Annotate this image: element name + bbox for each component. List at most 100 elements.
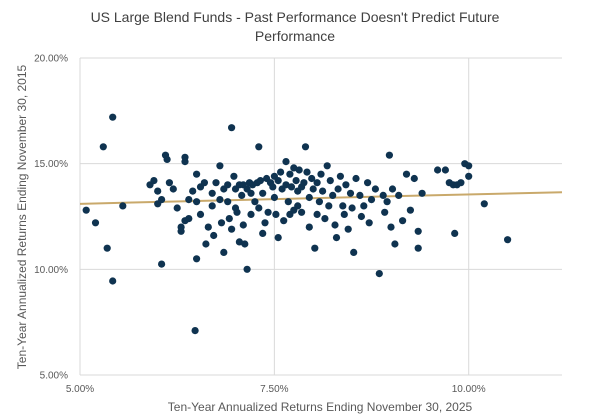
data-point [196, 210, 205, 218]
data-point [332, 234, 341, 242]
data-point [395, 191, 403, 199]
data-point [287, 183, 296, 191]
data-point [158, 196, 166, 204]
data-point [185, 196, 193, 204]
data-point [208, 189, 216, 197]
data-point [342, 181, 350, 189]
data-point [344, 225, 352, 233]
data-point [99, 143, 107, 151]
data-points [82, 113, 512, 335]
data-point [251, 198, 259, 206]
data-point [336, 172, 344, 180]
data-point [259, 229, 267, 237]
data-point [379, 191, 387, 199]
data-point [364, 179, 372, 187]
data-point [313, 210, 321, 218]
y-tick-label: 10.00% [34, 265, 68, 276]
chart-title-line-2: Performance [254, 28, 336, 44]
data-point [434, 166, 442, 174]
data-point [371, 185, 379, 193]
data-point [193, 170, 201, 178]
y-tick-labels: 5.00% 10.00% 15.00% 20.00% [34, 54, 68, 382]
data-point [381, 208, 389, 216]
data-point [255, 204, 263, 212]
data-point [305, 193, 313, 202]
data-point [274, 177, 282, 185]
data-point [311, 244, 319, 252]
data-point [294, 202, 302, 210]
x-tick-label: 10.00% [452, 384, 486, 395]
data-point [284, 198, 292, 206]
chart-title: US Large Blend Funds - Past Performance … [0, 8, 590, 46]
data-point [225, 215, 233, 223]
data-point [313, 179, 321, 187]
data-point [367, 196, 376, 204]
chart-title-line-1: US Large Blend Funds - Past Performance … [90, 9, 500, 25]
data-point [365, 219, 373, 227]
data-point [200, 179, 208, 187]
data-point [165, 179, 173, 187]
data-point [414, 244, 422, 252]
data-point [233, 208, 241, 216]
data-point [290, 164, 298, 172]
data-point [103, 244, 111, 252]
data-point [319, 187, 327, 195]
data-point [282, 158, 290, 166]
data-point [339, 202, 347, 210]
data-point [269, 183, 277, 191]
data-point [212, 179, 220, 187]
data-point [391, 240, 399, 248]
data-point [480, 200, 488, 208]
data-point [119, 202, 127, 210]
data-point [465, 172, 473, 180]
data-point [325, 202, 333, 210]
data-point [247, 189, 255, 197]
data-point [216, 162, 224, 170]
data-point [277, 168, 285, 176]
data-point [109, 277, 117, 285]
data-point [360, 202, 368, 210]
data-point [504, 236, 512, 244]
data-point [329, 191, 337, 199]
data-point [317, 170, 325, 178]
data-point [375, 270, 383, 278]
data-point [264, 208, 272, 216]
data-point [224, 198, 232, 206]
data-point [274, 234, 282, 242]
data-point [208, 202, 216, 210]
data-point [216, 196, 224, 204]
data-point [388, 185, 397, 193]
data-point [399, 217, 407, 225]
data-point [334, 185, 342, 193]
data-point [224, 181, 232, 189]
data-point [406, 206, 414, 214]
data-point [193, 255, 201, 263]
data-point [210, 231, 218, 240]
data-point [292, 177, 300, 185]
data-point [352, 174, 360, 183]
data-point [356, 191, 364, 199]
x-tick-label: 7.50% [260, 384, 288, 395]
data-point [410, 174, 418, 183]
data-point [357, 212, 365, 221]
data-point [326, 177, 334, 185]
data-point [169, 185, 177, 193]
data-point [243, 265, 251, 273]
data-point [309, 185, 317, 193]
data-point [348, 204, 356, 212]
data-point [193, 198, 201, 206]
x-tick-label: 5.00% [66, 384, 94, 395]
data-point [387, 223, 395, 231]
y-tick-label: 5.00% [40, 371, 68, 382]
data-point [256, 177, 264, 185]
data-point [321, 215, 329, 223]
data-point [331, 221, 339, 229]
data-point [402, 170, 411, 178]
data-point [217, 219, 226, 227]
data-point [261, 219, 269, 227]
data-point [346, 189, 355, 197]
data-point [163, 155, 171, 163]
data-point [150, 177, 158, 185]
data-point [286, 170, 294, 178]
data-point [315, 198, 323, 206]
